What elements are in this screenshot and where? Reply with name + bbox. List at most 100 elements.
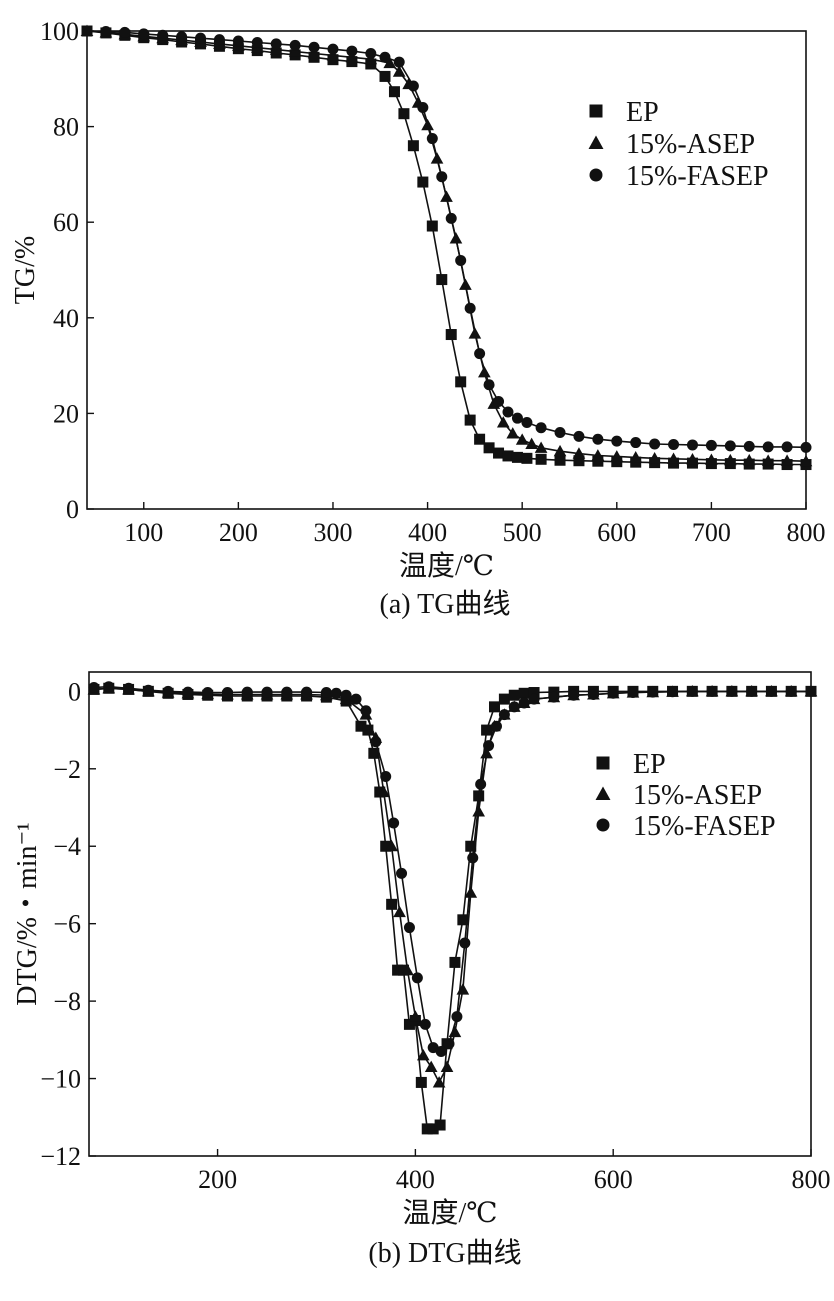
tg-data-point — [345, 50, 359, 63]
dtg-data-point — [432, 1076, 446, 1088]
tg-series-ep — [81, 25, 812, 471]
dtg-data-point — [162, 685, 174, 697]
dtg-data-point — [435, 1045, 447, 1057]
dtg-data-point — [456, 983, 470, 995]
dtg-data-point — [483, 740, 495, 752]
dtg-data-point — [528, 687, 540, 699]
dtg-data-point — [568, 689, 580, 701]
dtg-data-point — [508, 689, 520, 701]
tg-data-point — [511, 451, 523, 463]
tg-data-point — [426, 133, 438, 145]
tg-data-point — [417, 176, 429, 188]
dtg-data-point — [368, 747, 380, 759]
dtg-data-point — [398, 964, 410, 976]
dtg-data-point — [401, 963, 414, 976]
dtg-data-point — [403, 1018, 415, 1030]
tg-data-point — [417, 101, 429, 113]
tg-data-point — [724, 440, 736, 452]
dtg-data-point — [667, 686, 679, 698]
dtg-data-point — [475, 778, 487, 790]
tg-legend-label: 15%-FASEP — [626, 161, 769, 192]
tg-y-tick-label: 80 — [53, 113, 79, 142]
tg-chart: 100 200 300 400 500 600 700 800 0 20 40 60 80 100 温度/℃… — [10, 17, 826, 620]
tg-data-point — [686, 439, 698, 451]
dtg-y-tick-label: 0 — [68, 677, 81, 706]
tg-data-point — [483, 442, 495, 454]
dtg-data-point — [489, 701, 501, 713]
tg-data-point — [445, 329, 457, 341]
tg-x-tick-label: 800 — [787, 518, 826, 547]
tg-data-point — [289, 39, 301, 51]
dtg-data-point — [726, 685, 738, 697]
dtg-x-tick-label: 200 — [198, 1165, 237, 1194]
dtg-y-tick-label: −8 — [53, 987, 81, 1016]
tg-data-point — [591, 449, 605, 461]
dtg-data-point — [377, 785, 391, 798]
tg-data-point — [365, 47, 377, 59]
dtg-x-axis-title: 温度/℃ — [402, 1197, 497, 1229]
dtg-data-point — [746, 685, 758, 697]
tg-y-axis-title: TG/% — [10, 236, 41, 304]
dtg-data-point — [490, 720, 502, 732]
dtg-chart: 200 400 600 800 0 −2 −4 −6 −8 −10 −12 温度/℃ DTG/%・min… — [12, 671, 831, 1269]
tg-data-point — [119, 26, 131, 38]
tg-data-point — [511, 412, 523, 424]
dtg-data-point — [518, 687, 530, 699]
tg-data-point — [781, 441, 793, 453]
tg-data-point — [493, 395, 505, 407]
dtg-data-point — [457, 914, 469, 926]
dtg-legend-label: 15%-FASEP — [633, 811, 776, 842]
dtg-series-15-asep — [87, 681, 818, 1088]
dtg-data-point — [301, 686, 313, 698]
dtg-data-point — [88, 681, 100, 693]
tg-data-point — [308, 41, 320, 53]
dtg-data-point — [765, 685, 777, 697]
tg-data-point — [525, 437, 538, 450]
dtg-data-point — [686, 685, 698, 697]
tg-data-point — [445, 212, 457, 224]
tg-data-point — [138, 28, 150, 40]
tg-legend-marker — [589, 168, 603, 182]
dtg-data-point — [393, 905, 406, 918]
dtg-data-point — [362, 724, 374, 736]
tg-data-point — [630, 437, 642, 449]
tg-data-point — [611, 456, 623, 468]
tg-data-point — [502, 406, 514, 418]
dtg-data-point — [380, 840, 392, 852]
dtg-plot-frame — [88, 671, 812, 1157]
dtg-data-point — [385, 839, 398, 852]
dtg-data-point — [464, 886, 478, 898]
dtg-data-point — [451, 1011, 463, 1023]
tg-data-point — [515, 433, 529, 445]
dtg-legend-label: EP — [633, 749, 666, 780]
tg-data-point — [761, 454, 775, 466]
tg-y-tick-label: 20 — [53, 399, 79, 428]
tg-x-tick-label: 600 — [597, 518, 636, 547]
dtg-caption: (b) DTG曲线 — [368, 1237, 521, 1269]
tg-data-point — [388, 86, 400, 98]
dtg-y-axis-title: DTG/%・min⁻¹ — [12, 822, 43, 1005]
tg-series-15-asep — [80, 24, 813, 467]
dtg-data-point — [350, 693, 362, 705]
dtg-data-point — [587, 688, 599, 700]
tg-legend-label: EP — [626, 97, 659, 128]
dtg-data-point — [415, 1076, 427, 1088]
dtg-data-point — [370, 736, 382, 748]
dtg-data-point — [388, 817, 400, 829]
dtg-data-point — [467, 852, 479, 864]
tg-data-point — [667, 452, 680, 464]
tg-data-point — [436, 274, 448, 286]
dtg-data-point — [221, 687, 233, 699]
dtg-data-point — [498, 709, 510, 721]
tg-series-line — [86, 30, 807, 449]
tg-y-tick-label: 100 — [40, 17, 79, 46]
dtg-data-point — [805, 685, 817, 697]
tg-data-point — [799, 454, 813, 467]
dtg-legend-marker — [596, 818, 610, 832]
dtg-series-line — [93, 687, 811, 1085]
dtg-data-point — [241, 686, 253, 698]
tg-data-point — [705, 453, 718, 465]
tg-data-point — [686, 452, 699, 465]
tg-x-tick-label: 300 — [313, 518, 352, 547]
tg-data-point — [534, 441, 548, 453]
